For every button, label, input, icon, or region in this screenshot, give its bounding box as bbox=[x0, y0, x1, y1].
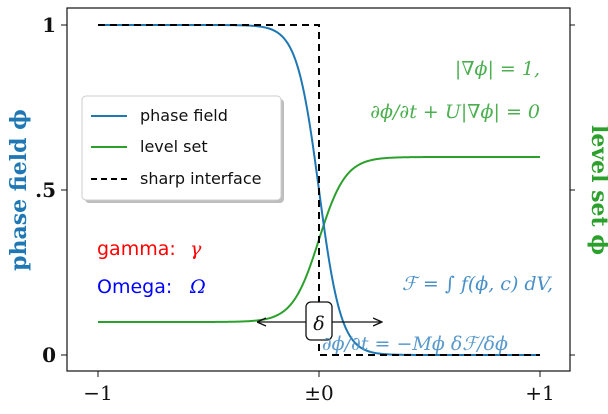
x-tick-label-neg1: −1 bbox=[83, 381, 112, 405]
y-tick-label-half: .5 bbox=[35, 178, 56, 202]
legend-label-phase-field: phase field bbox=[140, 106, 228, 125]
delta-label: δ bbox=[313, 313, 324, 335]
omega-symbol: Ω bbox=[189, 276, 206, 298]
x-ticks bbox=[97, 371, 541, 377]
eq-grad-unit: |∇ϕ| = 1, bbox=[455, 58, 540, 80]
gamma-label: gamma: bbox=[97, 238, 176, 260]
delta-box bbox=[305, 301, 333, 341]
x-tick-label-0: ±0 bbox=[304, 381, 333, 405]
y-axis-label-right: level set ϕ bbox=[586, 125, 608, 255]
gamma-symbol: γ bbox=[190, 238, 202, 260]
legend-label-level-set: level set bbox=[140, 137, 208, 156]
x-tick-label-pos1: +1 bbox=[525, 381, 554, 405]
omega-label: Omega: bbox=[97, 276, 172, 298]
eq-level-set-advection: ∂ϕ/∂t + U|∇ϕ| = 0 bbox=[370, 101, 540, 123]
y-axis-label-left: phase field ϕ bbox=[6, 109, 32, 271]
eq-free-energy: ℱ = ∫ f(ϕ, c) dV, bbox=[402, 273, 553, 295]
eq-cahn-hilliard: ∂ϕ/∂t = −Mϕ δℱ/δϕ bbox=[322, 333, 508, 355]
y-ticks bbox=[61, 24, 575, 356]
series-sharp-interface-line bbox=[98, 24, 540, 356]
legend: phase field level set sharp interface bbox=[81, 95, 284, 203]
y-tick-label-0: 0 bbox=[42, 343, 56, 367]
legend-label-sharp-interface: sharp interface bbox=[140, 169, 261, 188]
y-tick-label-1: 1 bbox=[42, 13, 56, 37]
